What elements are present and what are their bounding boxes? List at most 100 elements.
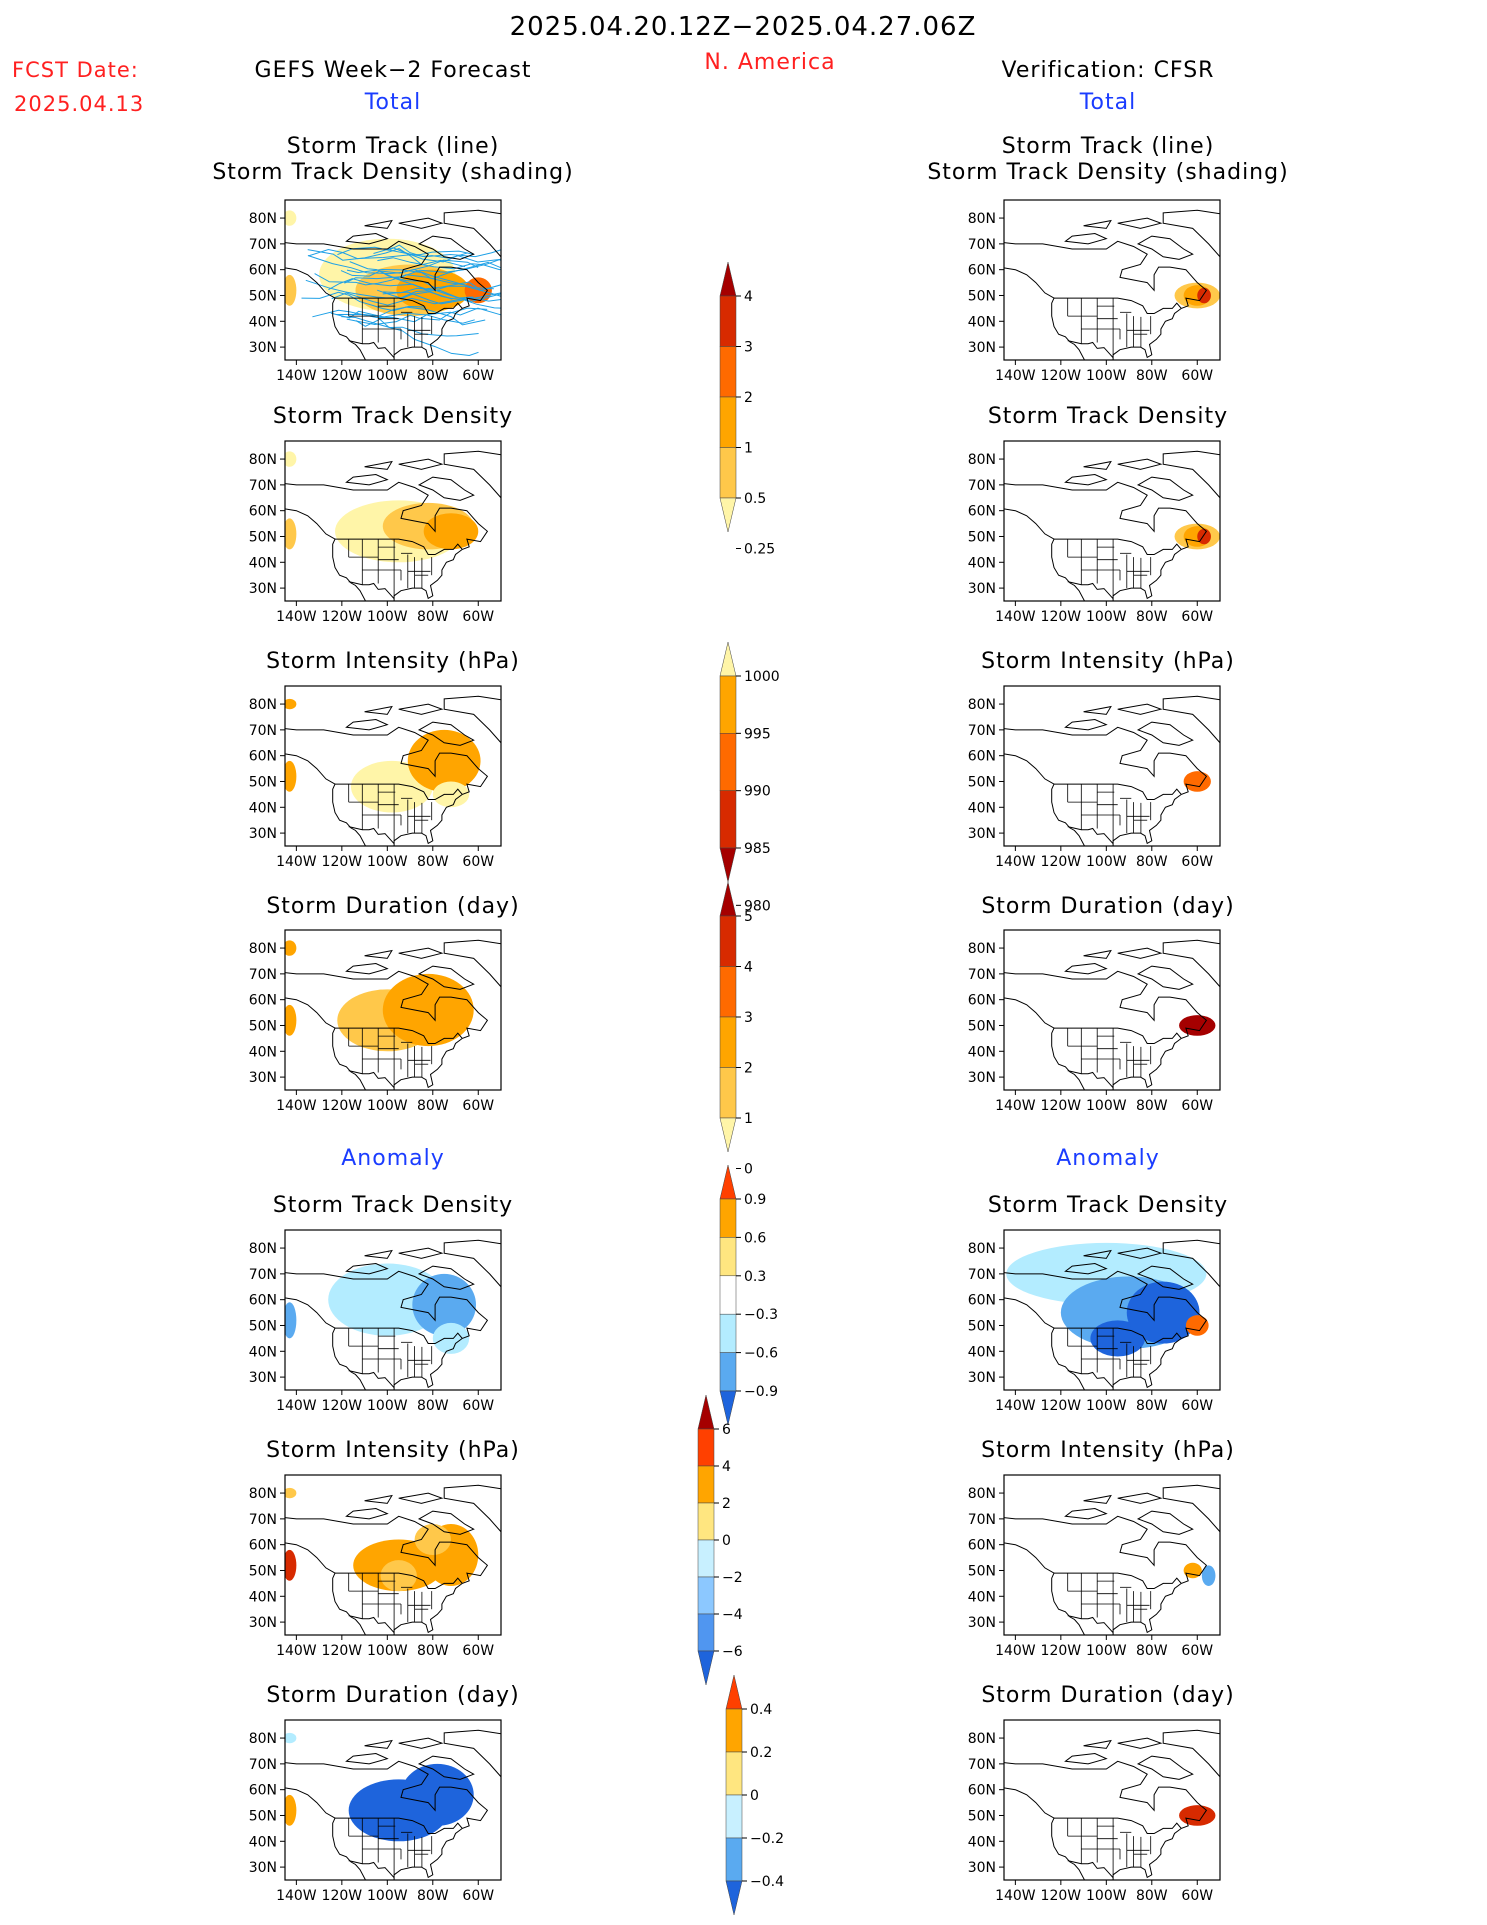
colorbar-label: 3 (744, 340, 753, 356)
lon-label: 140W (276, 1643, 317, 1659)
lon-label: 140W (276, 1398, 317, 1414)
lat-label: 80N (249, 941, 277, 957)
colorbar-segment (697, 1539, 715, 1578)
lon-label: 100W (367, 1888, 408, 1904)
colorbar-segment (697, 1394, 715, 1430)
colorbar-segment (725, 1794, 743, 1839)
colorbar-label: 0.25 (744, 542, 775, 558)
lat-label: 50N (968, 1018, 996, 1034)
lon-label: 80W (417, 368, 449, 384)
colorbar-label: 0.3 (744, 1269, 766, 1285)
map-panel: 80N 70N 60N 50N 40N 30N 140W 120W 100W 80W 60W (968, 1474, 1221, 1659)
shaded-region (1126, 1281, 1200, 1344)
colorbar-segment (725, 1708, 743, 1753)
island-outline (1083, 460, 1112, 470)
lat-label: 30N (968, 1860, 996, 1876)
lat-label: 30N (249, 1860, 277, 1876)
island-outline (1083, 1249, 1112, 1259)
lon-label: 80W (1136, 1888, 1168, 1904)
colorbar-segment (719, 1016, 737, 1068)
island-outline (1162, 939, 1220, 988)
lat-label: 50N (249, 1563, 277, 1579)
island-outline (1162, 695, 1220, 744)
colorbar-label: 0.4 (750, 1702, 772, 1718)
lat-label: 40N (968, 1589, 996, 1605)
panel-title-density-left: Storm Track Density (272, 404, 514, 429)
island-outline (364, 949, 393, 959)
lat-label: 70N (249, 237, 277, 253)
lon-label: 100W (1086, 1098, 1127, 1114)
colorbar-label: 0.5 (744, 491, 766, 507)
map-frame (284, 929, 502, 1091)
fcst-date-value: 2025.04.13 (14, 92, 145, 116)
storm-track-line (305, 279, 453, 300)
colorbar-label: 0 (722, 1533, 731, 1549)
lon-label: 140W (995, 609, 1036, 625)
shaded-region (1090, 1320, 1145, 1357)
island-outline (1064, 718, 1108, 731)
lat-label: 80N (968, 211, 996, 227)
lon-label: 60W (462, 1398, 494, 1414)
lat-label: 70N (249, 1757, 277, 1773)
lat-label: 60N (968, 504, 996, 520)
island-outline (345, 1752, 389, 1765)
island-outline (1064, 1262, 1108, 1275)
lon-label: 80W (417, 854, 449, 870)
panel-title-track-density-shading-left: Storm Track Density (shading) (212, 160, 574, 185)
shaded-region (285, 451, 297, 467)
colorbar-segment (719, 497, 737, 533)
panel-title-track-line-left: Storm Track (line) (286, 134, 500, 159)
lon-label: 60W (462, 1098, 494, 1114)
island-outline (345, 1262, 389, 1275)
country-border (1067, 1860, 1114, 1879)
colorbar-label: 0 (750, 1788, 759, 1804)
island-outline (364, 1249, 393, 1259)
lon-label: 80W (417, 1643, 449, 1659)
island-outline (443, 1729, 501, 1778)
colorbar-label: 980 (744, 898, 771, 914)
right-anomaly-label: Anomaly (1056, 1146, 1160, 1171)
colorbar-segment (697, 1465, 715, 1504)
lon-label: 140W (995, 368, 1036, 384)
lon-label: 100W (367, 609, 408, 625)
colorbar-intensity_total: 1000 995 990 985 980 (719, 641, 780, 914)
lat-label: 30N (968, 1070, 996, 1086)
colorbar-segment (725, 1674, 743, 1710)
map-panel: 80N 70N 60N 50N 40N 30N 140W 120W 100W 80W 60W (968, 685, 1221, 870)
country-border (335, 1327, 463, 1344)
lon-label: 140W (276, 1098, 317, 1114)
island-outline (1136, 1510, 1194, 1535)
storm-track-line (330, 306, 486, 326)
island-outline (443, 1239, 501, 1288)
island-outline (364, 460, 393, 470)
lat-label: 70N (249, 1267, 277, 1283)
storm-track-line (377, 269, 501, 297)
colorbar-segment (719, 1352, 737, 1392)
country-border (1067, 1615, 1114, 1634)
island-outline (1064, 473, 1108, 486)
panel-title-duration-left: Storm Duration (day) (266, 894, 520, 919)
colorbar-intensity_anom: 6 4 2 0 −2 −4 −6 (697, 1394, 743, 1686)
island-outline (1083, 705, 1112, 715)
country-border (348, 826, 395, 845)
lat-label: 70N (968, 1757, 996, 1773)
map-frame (1003, 929, 1221, 1091)
colorbar-segment (719, 915, 737, 967)
lon-label: 80W (1136, 368, 1168, 384)
lon-label: 140W (995, 1398, 1036, 1414)
country-border (335, 297, 463, 314)
island-outline (417, 1510, 475, 1535)
left-anomaly-label: Anomaly (341, 1146, 445, 1171)
lat-label: 30N (249, 1070, 277, 1086)
lon-label: 120W (1041, 854, 1082, 870)
shaded-region (285, 1302, 297, 1339)
island-outline (1136, 1265, 1194, 1290)
lon-label: 80W (1136, 854, 1168, 870)
lon-label: 120W (1041, 1098, 1082, 1114)
storm-track-line (349, 261, 501, 291)
coastline (285, 1760, 489, 1880)
country-border (348, 581, 395, 600)
colorbar-label: 5 (744, 909, 753, 925)
storm-track-line (331, 292, 501, 306)
island-outline (364, 1494, 393, 1504)
